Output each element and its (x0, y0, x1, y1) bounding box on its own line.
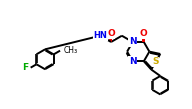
Text: CH₃: CH₃ (64, 46, 78, 55)
Text: N: N (129, 37, 137, 46)
Text: N: N (129, 57, 137, 66)
Text: O: O (107, 29, 115, 38)
Text: S: S (152, 57, 159, 66)
Text: O: O (140, 29, 148, 38)
Text: HN: HN (93, 31, 107, 40)
Text: F: F (23, 63, 29, 72)
